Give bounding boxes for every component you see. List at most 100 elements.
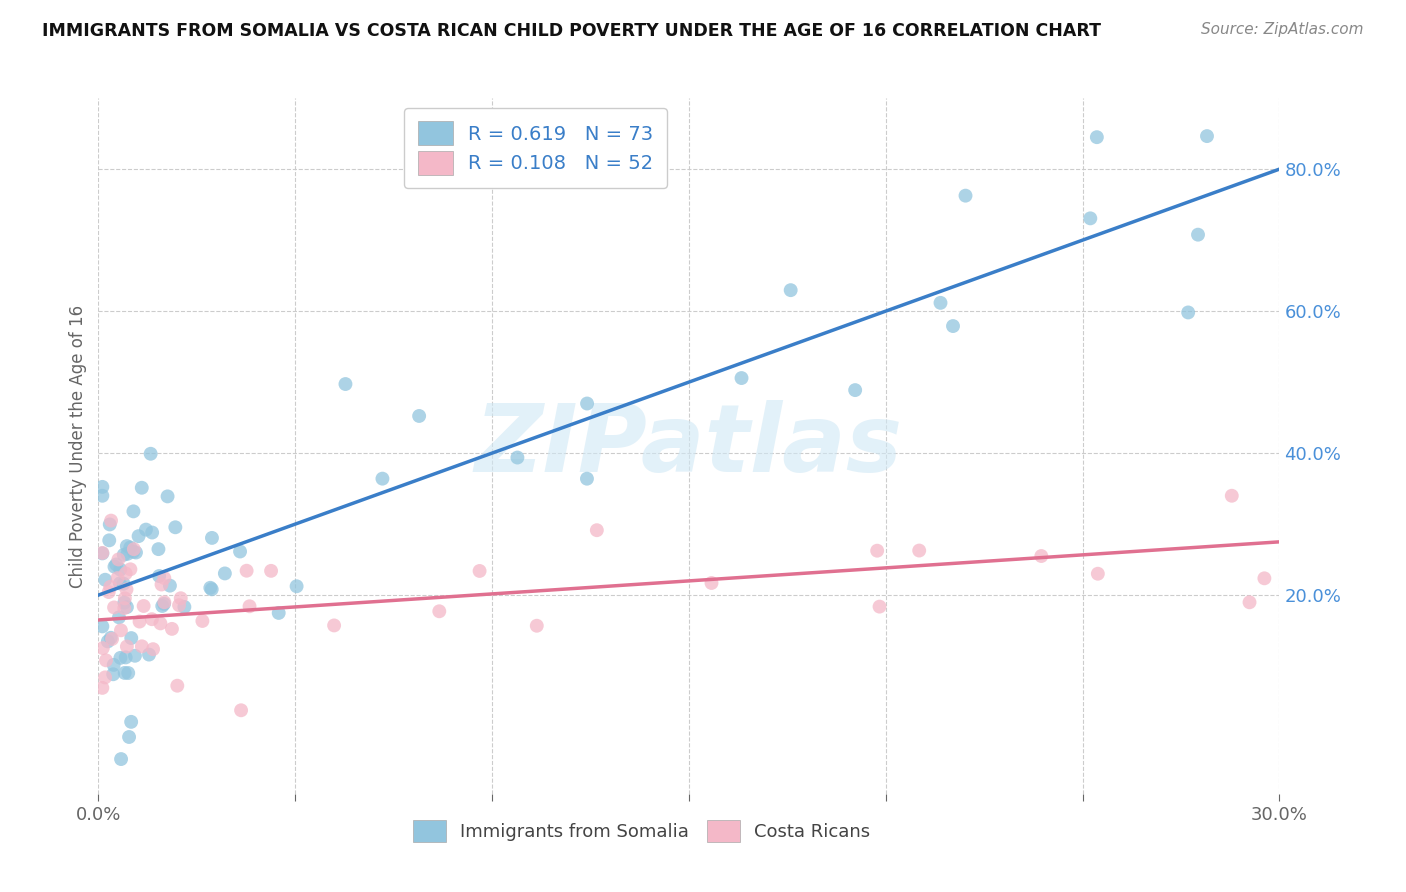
Point <box>141 525 163 540</box>
Point <box>107 552 129 566</box>
Point <box>844 383 866 397</box>
Point <box>576 396 599 410</box>
Point <box>149 616 172 631</box>
Point <box>107 571 129 585</box>
Point <box>160 622 183 636</box>
Point <box>132 599 155 613</box>
Point <box>115 640 138 654</box>
Y-axis label: Child Poverty Under the Age of 16: Child Poverty Under the Age of 16 <box>69 304 87 588</box>
Point <box>506 450 529 465</box>
Point <box>148 542 170 557</box>
Point <box>1031 549 1053 563</box>
Point <box>153 597 176 611</box>
Point <box>468 564 491 578</box>
Point <box>214 566 236 581</box>
Text: Source: ZipAtlas.com: Source: ZipAtlas.com <box>1201 22 1364 37</box>
Point <box>110 752 132 766</box>
Point <box>115 600 138 615</box>
Point <box>120 541 142 555</box>
Point <box>323 618 346 632</box>
Point <box>371 472 394 486</box>
Point <box>114 591 136 606</box>
Point <box>120 562 142 576</box>
Point <box>1087 566 1109 581</box>
Point <box>1239 595 1261 609</box>
Point <box>112 596 135 610</box>
Point <box>91 681 114 695</box>
Point <box>115 582 138 597</box>
Point <box>267 606 290 620</box>
Point <box>150 599 173 613</box>
Point <box>98 517 121 532</box>
Point <box>427 604 450 618</box>
Point <box>125 545 148 559</box>
Point <box>1220 489 1243 503</box>
Point <box>117 547 139 561</box>
Point <box>91 546 114 560</box>
Point <box>124 648 146 663</box>
Point <box>103 600 125 615</box>
Point <box>170 591 193 606</box>
Point <box>103 559 125 574</box>
Point <box>97 634 120 648</box>
Point <box>1187 227 1209 242</box>
Point <box>100 514 122 528</box>
Point <box>131 640 153 654</box>
Point <box>114 650 136 665</box>
Point <box>1085 130 1108 145</box>
Point <box>110 563 132 577</box>
Point <box>141 612 163 626</box>
Point <box>98 580 121 594</box>
Point <box>94 573 117 587</box>
Point <box>128 529 150 543</box>
Point <box>942 319 965 334</box>
Point <box>122 542 145 557</box>
Point <box>112 576 135 591</box>
Point <box>408 409 430 423</box>
Point <box>285 579 308 593</box>
Point <box>142 642 165 657</box>
Point <box>908 543 931 558</box>
Point <box>150 577 173 591</box>
Point <box>115 539 138 553</box>
Point <box>114 665 136 680</box>
Point <box>100 631 122 645</box>
Point <box>235 564 257 578</box>
Point <box>114 566 136 581</box>
Point <box>94 670 117 684</box>
Point <box>585 523 607 537</box>
Point <box>1078 211 1101 226</box>
Point <box>91 619 114 633</box>
Point <box>117 666 139 681</box>
Text: ZIPatlas: ZIPatlas <box>475 400 903 492</box>
Point <box>91 489 114 503</box>
Point <box>101 632 124 646</box>
Point <box>110 624 132 638</box>
Point <box>108 576 131 591</box>
Point <box>866 543 889 558</box>
Point <box>122 504 145 518</box>
Point <box>1195 129 1218 144</box>
Point <box>159 579 181 593</box>
Point <box>98 533 121 548</box>
Point <box>779 283 801 297</box>
Point <box>229 544 252 558</box>
Point <box>153 571 176 585</box>
Point <box>128 615 150 629</box>
Point <box>335 377 357 392</box>
Point <box>1253 571 1275 585</box>
Point <box>200 581 222 595</box>
Point <box>153 595 176 609</box>
Point <box>201 582 224 597</box>
Point <box>91 480 114 494</box>
Point <box>105 558 128 572</box>
Point <box>201 531 224 545</box>
Point <box>103 657 125 672</box>
Point <box>526 619 548 633</box>
Point <box>110 651 132 665</box>
Point <box>165 520 187 534</box>
Point <box>135 523 157 537</box>
Point <box>139 447 162 461</box>
Point <box>94 653 117 667</box>
Point <box>166 679 188 693</box>
